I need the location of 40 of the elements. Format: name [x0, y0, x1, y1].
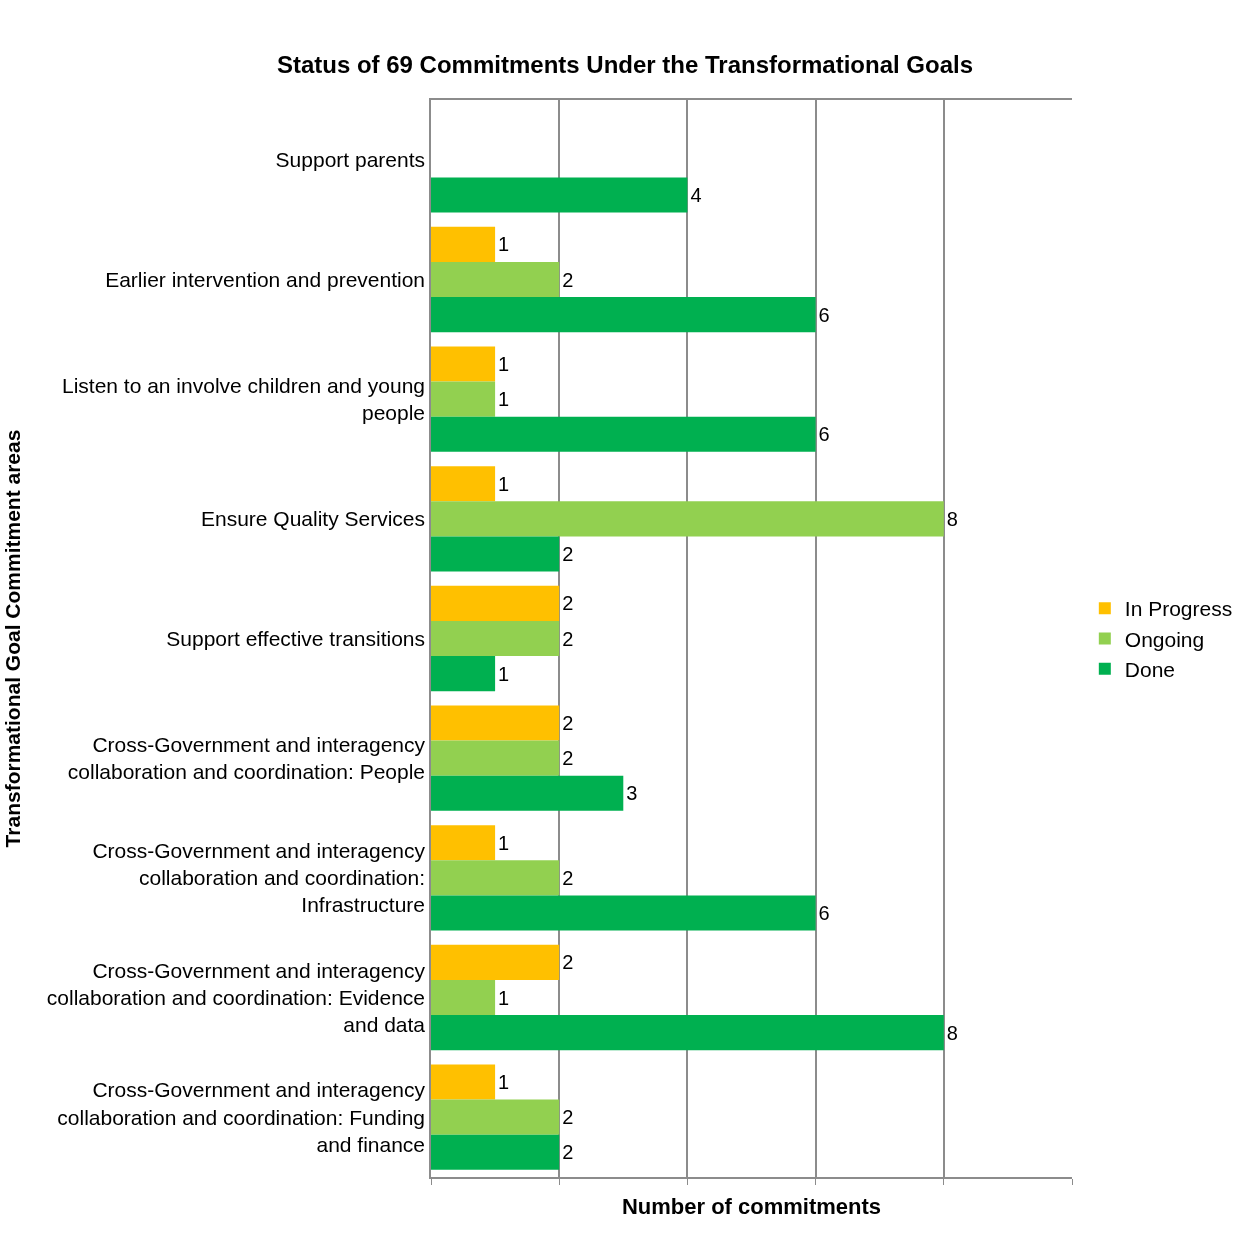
- y-axis-title: Transformational Goal Commitment areas: [1, 429, 25, 848]
- data-label: 2: [562, 1141, 574, 1164]
- data-label: 2: [562, 542, 574, 565]
- legend-label: Done: [1124, 657, 1176, 681]
- data-label: 6: [818, 423, 830, 446]
- data-label: 1: [498, 986, 510, 1009]
- data-label: 1: [498, 353, 510, 376]
- data-label: 2: [562, 866, 574, 889]
- x-axis-title: Number of commitments: [621, 1194, 882, 1220]
- data-label: 1: [498, 388, 510, 411]
- data-label: 8: [946, 507, 958, 530]
- data-label: 6: [818, 901, 830, 924]
- data-label: 2: [562, 747, 574, 770]
- y-tick-label: Ensure Quality Services: [200, 507, 426, 531]
- y-tick-label: Cross-Government and interagency collaboration and coordination: Evidence and data: [46, 958, 426, 1037]
- data-label: 1: [498, 831, 510, 854]
- data-label: 4: [690, 183, 702, 206]
- y-tick-label: Cross-Government and interagency collaboration and coordination: Infrastructure: [92, 838, 426, 917]
- y-tick-label: Cross-Government and interagency collaboration and coordination: Funding and finance: [57, 1078, 426, 1156]
- y-tick-label: Support effective transitions: [166, 626, 426, 650]
- data-label: 1: [498, 233, 510, 256]
- data-label: 1: [498, 1071, 510, 1094]
- data-label: 2: [562, 712, 574, 735]
- data-label: 1: [498, 662, 510, 685]
- data-label: 2: [562, 592, 574, 615]
- data-label: 8: [946, 1021, 958, 1044]
- data-label: 1: [498, 472, 510, 495]
- legend-label: Ongoing: [1124, 627, 1205, 651]
- data-label: 2: [562, 627, 574, 650]
- y-tick-label: Support parents: [275, 148, 426, 172]
- y-tick-label: Cross-Government and interagency collaboration and coordination: People: [67, 732, 426, 784]
- data-label: 3: [626, 782, 638, 805]
- data-label: 2: [562, 268, 574, 291]
- chart-title: Status of 69 Commitments Under the Transformational Goals: [276, 51, 974, 79]
- legend-label: In Progress: [1124, 597, 1233, 621]
- y-tick-label: Earlier intervention and prevention: [105, 267, 426, 291]
- data-label: 2: [562, 1106, 574, 1129]
- y-tick-label: Listen to an involve children and young people: [61, 373, 426, 425]
- data-label: 2: [562, 951, 574, 974]
- data-label: 6: [818, 303, 830, 326]
